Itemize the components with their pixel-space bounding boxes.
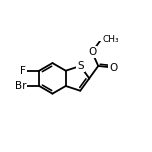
Text: CH₃: CH₃	[103, 35, 119, 44]
Text: Br: Br	[15, 81, 26, 91]
Text: O: O	[88, 47, 96, 57]
Text: O: O	[109, 63, 118, 73]
Text: F: F	[20, 66, 26, 76]
Text: S: S	[77, 61, 84, 71]
